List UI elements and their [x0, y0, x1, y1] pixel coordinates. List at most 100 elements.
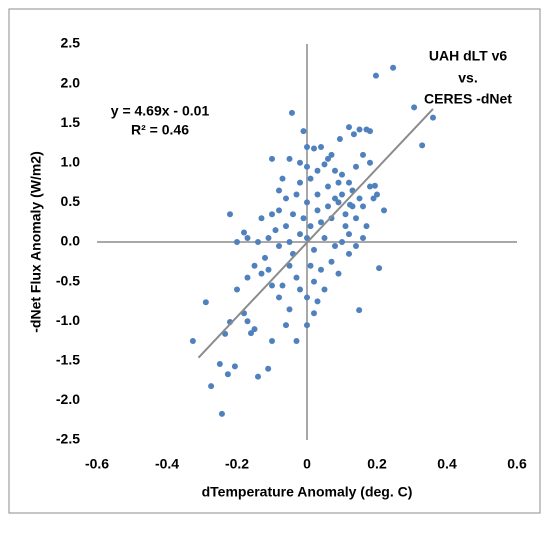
- point: [346, 124, 352, 131]
- point: [293, 274, 300, 281]
- point: [367, 183, 373, 190]
- point: [374, 191, 380, 198]
- x-tick-label: 0.6: [507, 456, 527, 472]
- point: [321, 161, 328, 168]
- point: [189, 338, 196, 344]
- point: [353, 163, 359, 170]
- point: [332, 242, 338, 249]
- point: [328, 258, 335, 265]
- point: [325, 155, 331, 162]
- y-axis-label: -dNet Flux Anomaly (W/m2): [28, 151, 44, 333]
- point: [241, 229, 247, 236]
- point: [307, 262, 314, 269]
- r-squared: R² = 0.46: [131, 122, 189, 138]
- point: [314, 298, 321, 305]
- point: [356, 126, 363, 133]
- point: [311, 145, 317, 152]
- point: [258, 215, 265, 222]
- point: [349, 203, 356, 210]
- point: [234, 239, 240, 245]
- point: [356, 195, 363, 202]
- point: [332, 167, 338, 174]
- y-tick-label: 0.5: [61, 193, 81, 209]
- point: [293, 191, 300, 198]
- point: [353, 242, 359, 249]
- point: [286, 306, 293, 313]
- point: [269, 282, 275, 289]
- point: [290, 211, 296, 218]
- point: [325, 203, 331, 210]
- point: [363, 223, 370, 230]
- point: [269, 338, 275, 344]
- point: [311, 310, 317, 317]
- point: [353, 215, 359, 222]
- point: [202, 299, 209, 306]
- y-tick-label: -0.5: [56, 272, 80, 288]
- y-tick-label: -2.5: [56, 431, 80, 447]
- point: [314, 207, 321, 214]
- trendline: [197, 108, 434, 359]
- point: [346, 231, 352, 238]
- x-tick-label: 0.2: [367, 456, 387, 472]
- point: [265, 266, 272, 273]
- point: [346, 179, 352, 186]
- point: [244, 274, 251, 281]
- point: [244, 235, 251, 242]
- point: [314, 167, 321, 174]
- point: [262, 254, 268, 261]
- point: [335, 179, 342, 186]
- point: [360, 203, 366, 210]
- point: [218, 410, 225, 417]
- point: [342, 223, 349, 230]
- point: [342, 211, 349, 218]
- point: [255, 373, 261, 380]
- equation: y = 4.69x - 0.01: [111, 103, 210, 119]
- point: [276, 207, 282, 214]
- point: [297, 286, 303, 293]
- point: [234, 286, 240, 293]
- point: [372, 72, 379, 79]
- x-tick-label: 0: [303, 456, 311, 472]
- point: [265, 235, 272, 242]
- x-tick-label: 0.4: [437, 456, 457, 472]
- point: [283, 322, 289, 329]
- chart-border: [8, 8, 541, 514]
- point: [325, 183, 331, 190]
- point: [251, 262, 258, 269]
- point: [272, 227, 279, 234]
- point: [297, 179, 303, 186]
- point: [321, 235, 328, 242]
- point: [276, 242, 282, 249]
- point: [335, 199, 342, 206]
- point: [356, 307, 363, 314]
- y-tick-label: -2.0: [56, 391, 80, 407]
- point: [286, 155, 293, 162]
- point: [276, 294, 282, 301]
- point: [255, 239, 261, 245]
- point: [419, 142, 426, 149]
- point: [224, 371, 231, 378]
- point: [304, 143, 310, 150]
- point: [283, 223, 289, 230]
- point: [311, 278, 317, 285]
- point: [318, 266, 324, 273]
- x-tick-label: -0.2: [225, 456, 249, 472]
- point: [293, 338, 300, 344]
- point: [297, 159, 303, 166]
- point: [370, 195, 377, 202]
- x-axis-label: dTemperature Anomaly (deg. C): [202, 484, 413, 500]
- point: [411, 104, 418, 111]
- y-tick-label: -1.0: [56, 312, 80, 328]
- point: [307, 175, 314, 182]
- point: [318, 219, 324, 226]
- y-tick-label: 1.0: [61, 154, 81, 170]
- point: [279, 282, 286, 289]
- point: [286, 239, 293, 245]
- point: [283, 195, 289, 202]
- point: [269, 155, 275, 162]
- annotation: UAH dLT v6: [429, 48, 508, 64]
- x-tick-label: -0.6: [85, 456, 109, 472]
- point: [318, 143, 324, 150]
- point: [332, 195, 338, 202]
